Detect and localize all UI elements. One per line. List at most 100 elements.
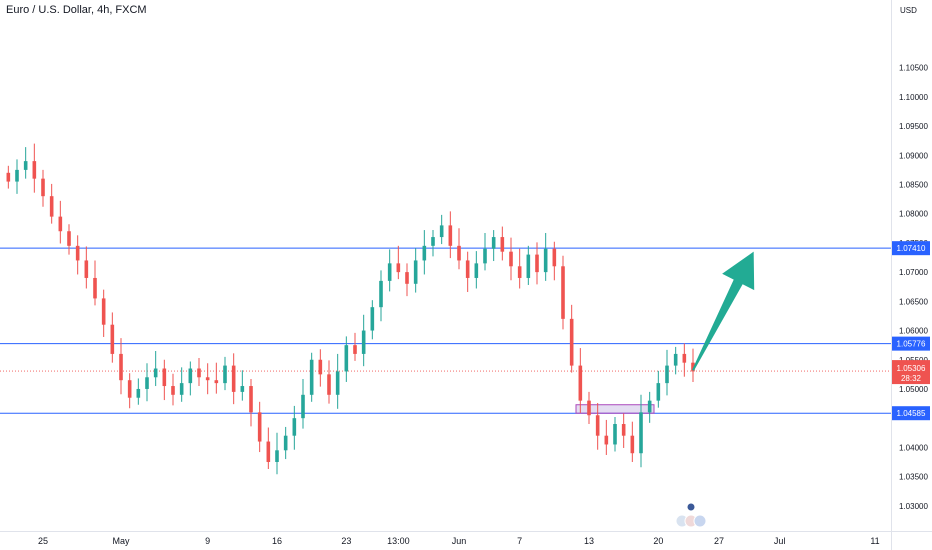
x-tick-label: Jun — [452, 536, 467, 546]
y-tick-label: 1.08000 — [899, 210, 928, 219]
candle-body — [621, 424, 626, 436]
candle-body — [509, 251, 513, 267]
x-tick-label: 25 — [38, 536, 48, 546]
candle-body — [431, 237, 435, 246]
candle-body — [335, 371, 340, 395]
y-tick-label: 1.08500 — [899, 180, 928, 189]
candle-body — [119, 353, 123, 381]
candle-body — [84, 260, 89, 278]
y-tick-label: 1.09500 — [899, 122, 928, 131]
economic-event-flags-icon[interactable] — [675, 502, 707, 528]
level-price-badge — [892, 241, 930, 256]
level-price-badge — [892, 336, 930, 351]
candle-body — [647, 400, 652, 413]
candle-body — [569, 318, 574, 366]
last-price-text: 1.05306 — [897, 364, 926, 373]
y-tick-label: 1.06500 — [899, 297, 928, 306]
candle-body — [58, 216, 63, 232]
candle-body — [500, 237, 505, 252]
candle-body — [457, 245, 461, 261]
candle-body — [587, 400, 591, 416]
candle-body — [179, 383, 184, 395]
candlesticks — [6, 143, 695, 475]
x-tick-label: 20 — [653, 536, 663, 546]
candle-body — [171, 386, 175, 395]
candle-body — [483, 248, 487, 264]
candle-body — [535, 254, 539, 273]
candle-body — [604, 435, 609, 445]
candle-body — [292, 418, 297, 436]
candle-body — [405, 272, 409, 284]
x-tick-label: 7 — [517, 536, 522, 546]
candle-body — [595, 415, 600, 436]
candle-body — [691, 362, 695, 372]
candle-body — [188, 368, 193, 384]
candle-body — [448, 225, 453, 246]
y-tick-label: 1.07000 — [899, 268, 928, 277]
y-tick-label: 1.03000 — [899, 502, 928, 511]
candle-body — [214, 380, 219, 384]
x-tick-label: 11 — [870, 536, 879, 546]
projection-arrow-layer — [692, 251, 755, 371]
candle-body — [465, 260, 470, 278]
x-tick-label: 9 — [205, 536, 210, 546]
candle-body — [517, 266, 522, 278]
candle-body — [197, 368, 201, 378]
candle-body — [379, 280, 383, 308]
candle-body — [552, 248, 557, 267]
candle-body — [639, 412, 643, 454]
level-price-badge — [892, 406, 930, 421]
x-tick-label: 23 — [341, 536, 351, 546]
x-tick-label: 27 — [714, 536, 724, 546]
chart-title: Euro / U.S. Dollar, 4h, FXCM — [6, 4, 147, 16]
candle-body — [127, 380, 132, 398]
y-tick-label: 1.03500 — [899, 473, 928, 482]
candle-body — [275, 450, 279, 462]
candle-body — [162, 368, 167, 387]
candle-body — [153, 368, 158, 378]
candle-body — [145, 377, 149, 389]
candle-body — [413, 260, 418, 284]
y-tick-label: 1.09000 — [899, 151, 928, 160]
candle-body — [561, 266, 565, 319]
candle-body — [353, 345, 357, 354]
candle-body — [656, 383, 661, 401]
candle-body — [474, 263, 479, 278]
candle-body — [249, 386, 253, 413]
candle-body — [67, 231, 71, 246]
time-axis-ticks: 25 May 9 16 23 13:00 Jun 7 13 20 27 Jul 11 — [38, 536, 880, 546]
candle-body — [266, 441, 271, 462]
x-tick-label: 13 — [584, 536, 594, 546]
candle-body — [439, 225, 444, 238]
candle-body — [110, 324, 115, 354]
candle-body — [240, 386, 245, 392]
y-tick-label: 1.05000 — [899, 385, 928, 394]
level-price-badge-text: 1.05776 — [897, 340, 926, 349]
candle-body — [136, 388, 141, 398]
y-tick-label: 1.04000 — [899, 443, 928, 452]
horizontal-levels — [0, 247, 891, 414]
candle-body — [41, 178, 45, 197]
last-price-badge — [892, 360, 930, 385]
y-tick-label: 1.10500 — [899, 64, 928, 73]
candle-body — [231, 365, 236, 392]
y-tick-label: 1.10000 — [899, 93, 928, 102]
level-price-badge-text: 1.07410 — [897, 244, 926, 253]
candle-body — [327, 374, 331, 395]
candle-body — [101, 298, 106, 325]
x-tick-label: Jul — [774, 536, 786, 546]
candle-body — [344, 345, 349, 372]
time-axis-divider — [0, 531, 932, 532]
candle-body — [630, 435, 635, 454]
candle-body — [223, 365, 227, 384]
y-tick-label: 1.06000 — [899, 327, 928, 336]
candle-body — [15, 169, 19, 182]
candle-body — [49, 196, 54, 217]
currency-label: USD — [900, 6, 917, 15]
price-axis-ticks: 1.10500 1.10000 1.09500 1.09000 1.08500 1.080… — [899, 64, 928, 511]
candle-body — [301, 394, 305, 419]
candle-body — [361, 330, 366, 354]
